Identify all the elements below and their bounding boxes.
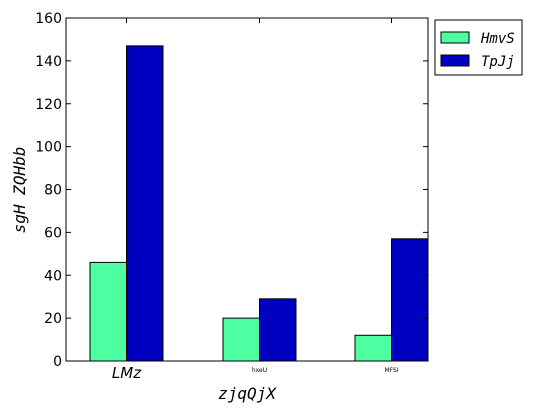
y-tick-label: 80 [44, 183, 62, 199]
bars-group [89, 45, 429, 362]
x-axis-label: zjqQjX [218, 384, 277, 403]
y-tick-label: 140 [35, 54, 62, 70]
y-axis-label: sgH ZQHbb [10, 147, 29, 234]
legend-label-HmvS: HmvS [480, 31, 515, 47]
y-tick-label: 0 [53, 354, 62, 370]
x-tick-label-MFSI: MFSI [384, 367, 398, 374]
bar-TpJj-hxeU [259, 298, 297, 362]
y-tick-label: 160 [35, 11, 62, 27]
legend-label-TpJj: TpJj [481, 54, 515, 70]
y-tick-label: 60 [44, 225, 62, 241]
y-tick-label: 20 [44, 311, 62, 327]
y-tick-label: 120 [35, 97, 62, 113]
bar-HmvS-MFSI [354, 334, 392, 362]
x-tick-label-LMz: LMz [112, 364, 142, 382]
bar-TpJj-MFSI [391, 238, 429, 362]
ticks-group: 0 20 40 60 80 100 120 140 160 LMz hxeU MFSI [35, 11, 428, 382]
legend: HmvS TpJj [434, 19, 523, 76]
plot-area-frame [65, 17, 429, 362]
bar-HmvS-LMz [89, 261, 127, 362]
y-tick-label: 100 [35, 140, 62, 156]
bar-HmvS-hxeU [222, 317, 260, 362]
y-tick-label: 40 [44, 268, 62, 284]
legend-swatch-TpJj [440, 54, 470, 67]
x-tick-label-hxeU: hxeU [252, 367, 267, 374]
bar-TpJj-LMz [126, 45, 164, 362]
legend-swatch-HmvS [440, 31, 470, 44]
